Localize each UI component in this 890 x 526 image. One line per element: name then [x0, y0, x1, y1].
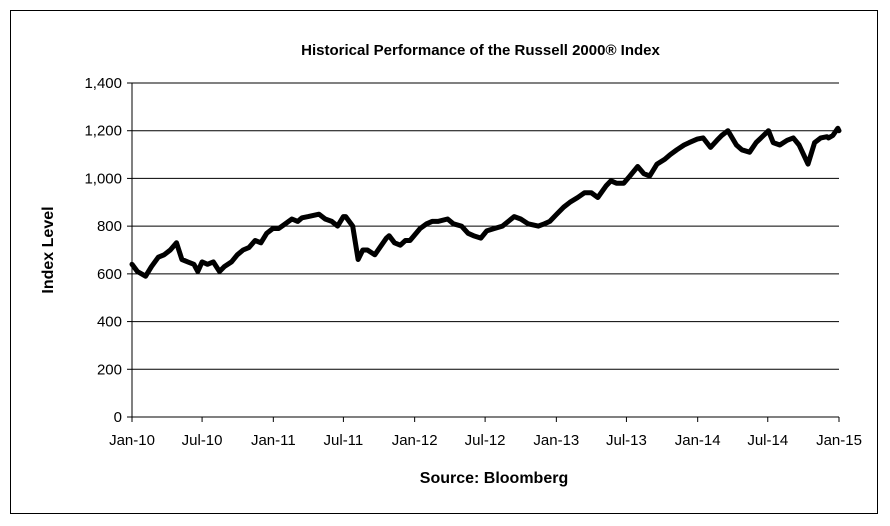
x-tick-label-9: Jul-14: [747, 432, 788, 449]
x-tick-label-0: Jan-10: [109, 432, 155, 449]
series-layer: [129, 125, 842, 279]
tick-marks: [127, 82, 840, 422]
line-chart: 0 200 400 600 800 1,000 1,200 1,400 Jan-10 Jul-1…: [40, 42, 862, 487]
x-tick-labels: Jan-10 Jul-10 Jan-11 Jul-11 Jan-12 Jul-12 Jan-…: [109, 432, 862, 449]
y-tick-label-2: 400: [97, 314, 122, 331]
y-tick-label-4: 800: [97, 218, 122, 235]
grid-lines: [132, 82, 839, 370]
x-tick-label-2: Jan-11: [251, 432, 296, 449]
x-tick-label-10: Jan-15: [816, 432, 862, 449]
y-tick-label-5: 1,000: [84, 170, 122, 187]
axes: [131, 83, 839, 418]
y-tick-label-7: 1,400: [84, 75, 122, 92]
x-tick-label-5: Jul-12: [465, 432, 506, 449]
y-tick-label-1: 200: [97, 361, 122, 378]
x-tick-label-3: Jul-11: [324, 432, 364, 449]
x-axis-label: Source: Bloomberg: [420, 470, 568, 487]
y-axis-label: Index Level: [40, 206, 57, 293]
y-tick-label-0: 0: [114, 409, 122, 426]
chart-frame: 0 200 400 600 800 1,000 1,200 1,400 Jan-10 Jul-1…: [10, 10, 878, 514]
x-tick-label-1: Jul-10: [182, 432, 223, 449]
x-tick-label-6: Jan-13: [533, 432, 579, 449]
y-tick-label-6: 1,200: [84, 123, 122, 140]
x-tick-label-7: Jul-13: [606, 432, 647, 449]
x-tick-label-4: Jan-12: [392, 432, 438, 449]
series-line-russell-2000: [129, 125, 842, 279]
chart-title: Historical Performance of the Russell 20…: [301, 42, 660, 59]
y-tick-labels: 0 200 400 600 800 1,000 1,200 1,400: [84, 75, 122, 426]
x-tick-label-8: Jan-14: [675, 432, 721, 449]
y-tick-label-3: 600: [97, 266, 122, 283]
